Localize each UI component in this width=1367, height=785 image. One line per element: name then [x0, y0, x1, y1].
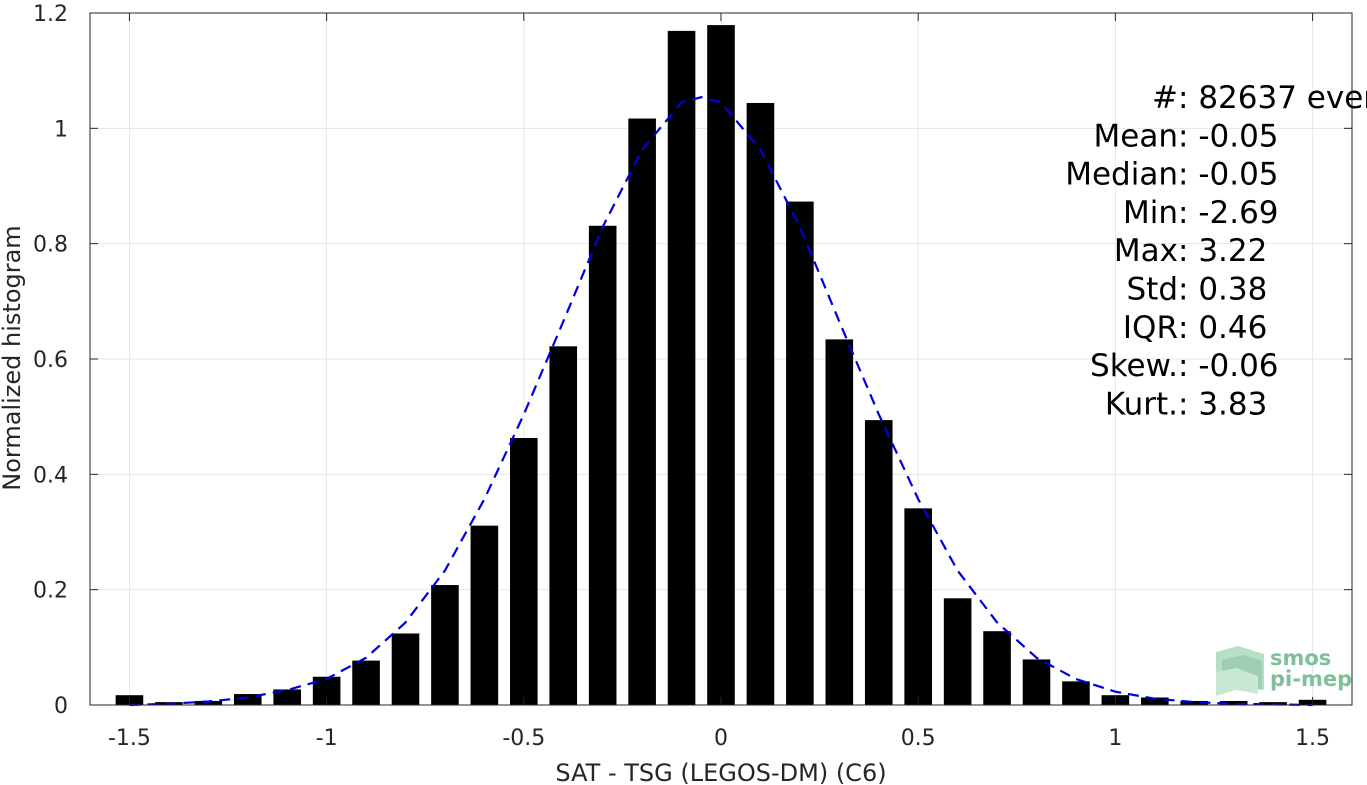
stat-value-text: 0.38 [1198, 272, 1267, 308]
histogram-bar [1141, 697, 1169, 705]
stat-row: Max [1114, 233, 1178, 269]
stat-value-text: 82637 events [1198, 80, 1367, 116]
stat-value: : -0.06 [1178, 348, 1279, 384]
y-tick-label: 0.4 [33, 463, 68, 488]
stat-separator: : [1178, 118, 1198, 154]
histogram-bar [983, 631, 1011, 705]
x-tick-label: 0 [714, 726, 728, 751]
stat-value: : -0.05 [1178, 157, 1279, 193]
histogram-bar [864, 420, 893, 705]
stat-row: # [1152, 80, 1178, 116]
logo-text-line1: smos [1270, 646, 1331, 670]
histogram-bar [391, 633, 420, 705]
stat-value-text: 3.22 [1198, 233, 1267, 269]
x-tick-label: 1 [1108, 726, 1122, 751]
histogram-bar [825, 339, 854, 705]
stat-label: Mean [1094, 118, 1178, 154]
histogram-bar [273, 689, 301, 705]
histogram-bar [1219, 700, 1248, 705]
histogram-bar [352, 660, 380, 705]
stat-row: Min [1123, 195, 1178, 231]
stat-row: Median [1065, 157, 1178, 193]
histogram-bar [707, 25, 735, 706]
histogram-bar [194, 700, 223, 705]
stat-label: Kurt. [1105, 386, 1178, 422]
stat-separator: : [1178, 348, 1198, 384]
stat-value: : 0.46 [1178, 310, 1267, 346]
y-tick-label: 0.2 [33, 579, 68, 604]
x-tick-label: 1.5 [1295, 726, 1330, 751]
y-tick-label: 0 [54, 694, 68, 719]
histogram-bar [1180, 700, 1209, 705]
x-axis-ticks: -1.5 -1 -0.5 0 0.5 1 1.5 [108, 13, 1330, 751]
histogram-bar [470, 525, 499, 705]
stat-label: Min [1123, 195, 1178, 231]
stat-value-text: -0.05 [1198, 118, 1278, 154]
stat-row: IQR [1123, 310, 1178, 346]
y-axis-label: Normalized histogram [0, 225, 26, 490]
histogram-bar [549, 346, 578, 705]
stat-separator: : [1178, 233, 1198, 269]
stat-value-text: -0.05 [1198, 157, 1278, 193]
x-tick-label: 0.5 [901, 726, 936, 751]
stat-value-text: -2.69 [1198, 195, 1278, 231]
stat-value: : 0.38 [1178, 272, 1267, 308]
histogram-bar [1022, 659, 1051, 705]
stat-row: Mean [1094, 118, 1178, 154]
stat-separator: : [1178, 157, 1198, 193]
stat-label: Median [1065, 157, 1178, 193]
gaussian-fit-line [129, 96, 1313, 707]
stat-value: : -2.69 [1178, 195, 1279, 231]
x-tick-label: -0.5 [502, 726, 545, 751]
x-axis-label: SAT - TSG (LEGOS-DM) (C6) [555, 759, 886, 785]
histogram-bar [667, 30, 696, 706]
stat-separator: : [1178, 195, 1198, 231]
stat-row: Skew. [1090, 348, 1178, 384]
logo-text-line2: pi-mep [1270, 667, 1352, 691]
histogram-bar [786, 201, 814, 705]
stat-separator: : [1178, 272, 1198, 308]
histogram-bar [510, 438, 538, 705]
histogram-bar [746, 102, 775, 705]
stat-row: Std [1126, 272, 1178, 308]
stat-value: : 3.22 [1178, 233, 1267, 269]
stat-label: IQR [1123, 310, 1178, 346]
smos-pi-mep-logo: smos pi-mep [1216, 646, 1352, 696]
y-tick-label: 1 [54, 117, 68, 142]
stat-value-text: 0.46 [1198, 310, 1267, 346]
stat-label: Std [1126, 272, 1178, 308]
y-axis-ticks: 0 0.2 0.4 0.6 0.8 1 1.2 [33, 2, 1352, 719]
y-tick-label: 0.8 [33, 233, 68, 258]
histogram-bar [233, 694, 262, 705]
stat-value: : 82637 events [1178, 80, 1367, 116]
stat-label: # [1152, 80, 1178, 116]
stat-value: : -0.05 [1178, 118, 1279, 154]
histogram-bars [115, 25, 1327, 706]
x-tick-label: -1.5 [108, 726, 151, 751]
stat-label: Max [1114, 233, 1178, 269]
stat-separator: : [1178, 310, 1198, 346]
histogram-bar [904, 508, 932, 705]
histogram-bar [1062, 681, 1090, 705]
stat-row: Kurt. [1105, 386, 1178, 422]
stat-value-text: -0.06 [1198, 348, 1278, 384]
stat-label: Skew. [1090, 348, 1178, 384]
histogram-bar [628, 118, 656, 705]
stat-value: : 3.83 [1178, 386, 1267, 422]
logo-mark-icon [1216, 646, 1264, 696]
y-tick-label: 1.2 [33, 2, 68, 27]
stat-separator: : [1178, 386, 1198, 422]
stat-separator: : [1178, 80, 1198, 116]
y-tick-label: 0.6 [33, 348, 68, 373]
histogram-bar [943, 598, 972, 705]
histogram-bar [431, 585, 459, 705]
x-tick-label: -1 [316, 726, 338, 751]
stat-value-text: 3.83 [1198, 386, 1267, 422]
histogram-bar [588, 225, 617, 706]
